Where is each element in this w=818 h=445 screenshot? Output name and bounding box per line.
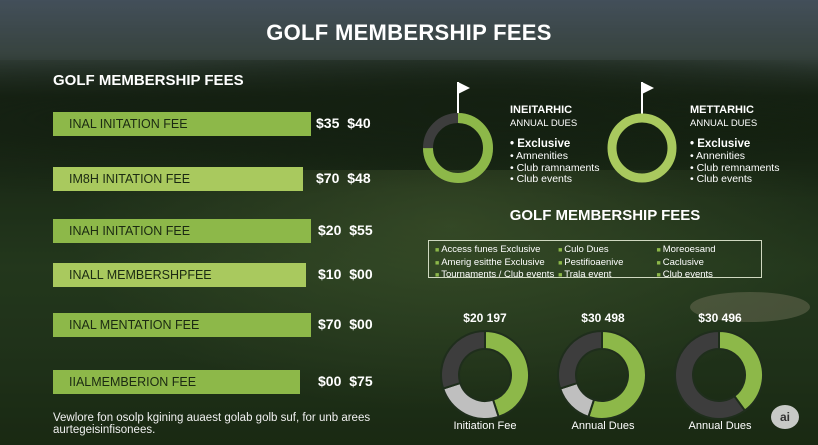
feature-item: Moreoesand xyxy=(657,244,755,257)
fee-label: INALL MEMBERSHPFEE xyxy=(69,268,212,282)
tier-item: Annenities xyxy=(690,150,779,163)
feature-item: Culo Dues xyxy=(558,244,656,257)
fee-label: INAL INITATION FEE xyxy=(69,117,188,131)
fee-value: $10 $00 xyxy=(318,266,373,282)
fee-value: $70 $48 xyxy=(316,170,371,186)
tier-exclusive: • Exclusive xyxy=(510,138,571,150)
tier-items: Annenities Club remnaments Club events xyxy=(690,150,780,186)
tier-items: Amnenities Club ramnaments Club events xyxy=(510,150,600,186)
fee-bar: INALL MEMBERSHPFEE xyxy=(53,263,306,287)
fee-value: $70 $00 xyxy=(318,316,373,332)
tier-subheading: ANNUAL DUES xyxy=(510,118,578,129)
donut-chart xyxy=(674,329,764,420)
tier-info: INEITARHIC ANNUAL DUES • Exclusive Amnen… xyxy=(510,104,599,186)
donut-bottom-label: Initiation Fee xyxy=(453,420,517,432)
ring-fill xyxy=(607,113,677,183)
features-box: Access funes Exclusive Amerig esitthe Ex… xyxy=(428,240,762,280)
features-column: Moreoesand Caclusive Club events xyxy=(657,244,755,280)
flag-icon xyxy=(458,82,470,94)
fee-label: INAL MENTATION FEE xyxy=(69,318,200,332)
donut-segment xyxy=(718,329,764,412)
tier-info: METTARHIC ANNUAL DUES • Exclusive Anneni… xyxy=(690,104,779,186)
feature-item: Pestifioaenive xyxy=(558,257,656,270)
fee-value: $35 $40 xyxy=(316,115,371,131)
donut-top-label: $30 496 xyxy=(698,311,742,325)
fee-label: IIALMEMBERION FEE xyxy=(69,375,197,389)
fee-bar: INAL INITATION FEE xyxy=(53,112,311,136)
fee-bar: IIALMEMBERION FEE xyxy=(53,370,300,394)
tier-item: Club events xyxy=(510,173,599,186)
donut-segment xyxy=(674,329,747,420)
fee-label: INAH INITATION FEE xyxy=(69,224,191,238)
tier-heading: INEITARHIC xyxy=(510,104,573,116)
feature-item: Trala event xyxy=(558,269,656,282)
ai-badge: ai xyxy=(771,405,799,429)
fee-value: $00 $75 xyxy=(318,373,373,389)
donut-segment xyxy=(440,329,486,390)
feature-item: Tournaments / Club events xyxy=(435,269,558,282)
feature-item: Amerig esitthe Exclusive xyxy=(435,257,558,270)
donut-chart xyxy=(557,329,647,420)
tier-item: Club events xyxy=(690,173,779,186)
ring-fill xyxy=(423,113,493,183)
donut-segment xyxy=(558,381,596,419)
donut-bottom-label: Annual Dues xyxy=(688,420,752,432)
flag-icon xyxy=(642,82,654,94)
fee-bar: INAH INITATION FEE xyxy=(53,219,311,243)
donut-bottom-label: Annual Dues xyxy=(571,420,635,432)
fee-bar: INAL MENTATION FEE xyxy=(53,313,311,337)
feature-item: Caclusive xyxy=(657,257,755,270)
page-title: GOLF MEMBERSHIP FEES xyxy=(266,20,552,45)
donut-segment xyxy=(441,381,500,420)
tier-heading: METTARHIC xyxy=(690,104,754,116)
tier-subheading: ANNUAL DUES xyxy=(690,118,758,129)
donut-segment xyxy=(484,329,530,419)
footnote: Vewlore fon osolp kgining auaest golab g… xyxy=(53,412,371,436)
feature-item: Access funes Exclusive xyxy=(435,244,558,257)
donut-top-label: $20 197 xyxy=(463,311,507,325)
tier-exclusive: • Exclusive xyxy=(690,138,751,150)
tier-flag-donut xyxy=(607,82,677,183)
donut-top-label: $30 498 xyxy=(581,311,625,325)
fee-bar: IM8H INITATION FEE xyxy=(53,167,303,191)
tier-item: Club remnaments xyxy=(690,162,780,175)
right-panel-title: GOLF MEMBERSHIP FEES xyxy=(509,207,701,224)
feature-item: Club events xyxy=(657,269,755,282)
background-bunker xyxy=(690,292,810,322)
fee-value: $20 $55 xyxy=(318,222,373,238)
features-column: Access funes Exclusive Amerig esitthe Ex… xyxy=(435,244,558,280)
donut-segment xyxy=(587,329,647,420)
tier-item: Club ramnaments xyxy=(510,162,600,175)
tier-item: Amnenities xyxy=(510,150,599,163)
donut-chart xyxy=(440,329,530,420)
tier-flag-donut xyxy=(423,82,493,183)
features-column: Culo Dues Pestifioaenive Trala event xyxy=(558,244,656,280)
left-panel-title: GOLF MEMBERSHIP FEES xyxy=(53,72,244,89)
donut-segment xyxy=(557,329,603,390)
fee-label: IM8H INITATION FEE xyxy=(69,172,191,186)
